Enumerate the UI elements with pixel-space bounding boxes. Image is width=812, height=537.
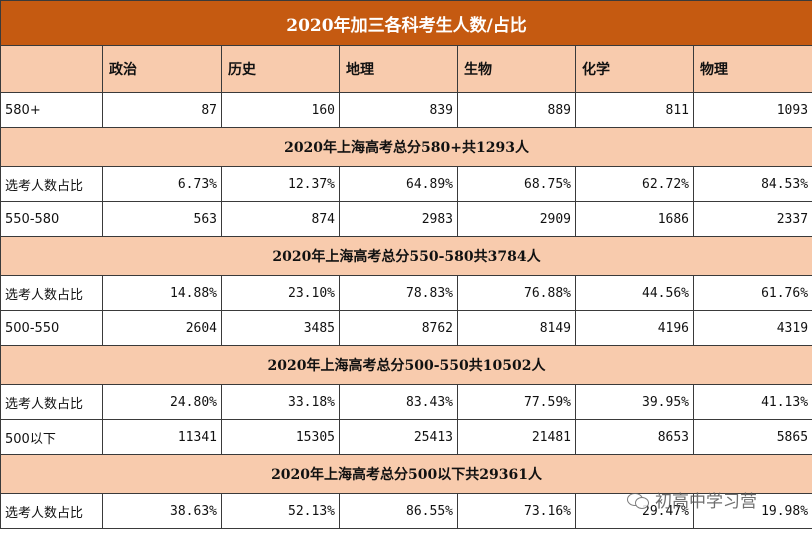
table-title: 2020年加三各科考生人数/占比	[0, 0, 812, 46]
summary-text: 2020年上海高考总分550-580共3784人	[0, 236, 812, 276]
ratio-cell-chemistry: 62.72%	[575, 166, 694, 202]
summary-row: 2020年上海高考总分550-580共3784人	[0, 236, 812, 276]
ratio-label: 选考人数占比	[0, 275, 103, 311]
count-cell-politics: 87	[102, 92, 222, 128]
count-cell-politics: 2604	[102, 310, 222, 346]
count-row: 500以下 11341 15305 25413 21481 8653 5865	[0, 419, 812, 455]
ratio-cell-chemistry: 29.47%	[575, 493, 694, 529]
ratio-label: 选考人数占比	[0, 166, 103, 202]
ratio-row: 选考人数占比 14.88% 23.10% 78.83% 76.88% 44.56% 61.7…	[0, 275, 812, 311]
header-corner-cell	[0, 45, 103, 93]
count-cell-biology: 8149	[457, 310, 576, 346]
count-cell-geography: 2983	[339, 201, 458, 237]
title-row: 2020年加三各科考生人数/占比	[0, 0, 812, 46]
summary-row: 2020年上海高考总分500以下共29361人	[0, 454, 812, 494]
count-cell-physics: 2337	[692, 201, 812, 237]
subject-header-chemistry: 化学	[575, 45, 694, 93]
ratio-cell-biology: 68.75%	[457, 166, 576, 202]
ratio-label: 选考人数占比	[0, 493, 103, 529]
ratio-cell-history: 52.13%	[221, 493, 340, 529]
ratio-cell-politics: 6.73%	[102, 166, 222, 202]
summary-text: 2020年上海高考总分500以下共29361人	[0, 454, 812, 494]
ratio-cell-physics: 61.76%	[692, 275, 812, 311]
ratio-cell-physics: 84.53%	[692, 166, 812, 202]
ratio-cell-biology: 76.88%	[457, 275, 576, 311]
summary-row: 2020年上海高考总分500-550共10502人	[0, 345, 812, 385]
ratio-row: 选考人数占比 38.63% 52.13% 86.55% 73.16% 29.47% 19.9…	[0, 493, 812, 529]
summary-row: 2020年上海高考总分580+共1293人	[0, 127, 812, 167]
count-cell-physics: 4319	[692, 310, 812, 346]
ratio-cell-history: 33.18%	[221, 384, 340, 420]
count-cell-physics: 1093	[692, 92, 812, 128]
ratio-cell-biology: 77.59%	[457, 384, 576, 420]
count-row: 500-550 2604 3485 8762 8149 4196 4319	[0, 310, 812, 346]
subject-header-politics: 政治	[102, 45, 222, 93]
score-range-label: 500以下	[0, 419, 103, 455]
ratio-cell-geography: 86.55%	[339, 493, 458, 529]
ratio-cell-chemistry: 39.95%	[575, 384, 694, 420]
ratio-cell-politics: 38.63%	[102, 493, 222, 529]
count-cell-biology: 21481	[457, 419, 576, 455]
ratio-cell-geography: 83.43%	[339, 384, 458, 420]
count-cell-politics: 11341	[102, 419, 222, 455]
count-row: 580+ 87 160 839 889 811 1093	[0, 92, 812, 128]
score-range-label: 550-580	[0, 201, 103, 237]
ratio-cell-physics: 41.13%	[692, 384, 812, 420]
summary-text: 2020年上海高考总分500-550共10502人	[0, 345, 812, 385]
ratio-cell-geography: 78.83%	[339, 275, 458, 311]
score-range-label: 500-550	[0, 310, 103, 346]
ratio-label: 选考人数占比	[0, 384, 103, 420]
ratio-row: 选考人数占比 24.80% 33.18% 83.43% 77.59% 39.95% 41.1…	[0, 384, 812, 420]
ratio-cell-physics: 19.98%	[692, 493, 812, 529]
subject-header-physics: 物理	[692, 45, 812, 93]
ratio-cell-politics: 24.80%	[102, 384, 222, 420]
count-row: 550-580 563 874 2983 2909 1686 2337	[0, 201, 812, 237]
count-cell-chemistry: 8653	[575, 419, 694, 455]
ratio-cell-chemistry: 44.56%	[575, 275, 694, 311]
count-cell-history: 15305	[221, 419, 340, 455]
subject-header-history: 历史	[221, 45, 340, 93]
ratio-cell-history: 12.37%	[221, 166, 340, 202]
count-cell-geography: 839	[339, 92, 458, 128]
ratio-cell-history: 23.10%	[221, 275, 340, 311]
subject-header-row: 政治 历史 地理 生物 化学 物理	[0, 45, 812, 93]
count-cell-biology: 2909	[457, 201, 576, 237]
count-cell-geography: 25413	[339, 419, 458, 455]
count-cell-biology: 889	[457, 92, 576, 128]
ratio-cell-geography: 64.89%	[339, 166, 458, 202]
summary-text: 2020年上海高考总分580+共1293人	[0, 127, 812, 167]
ratio-cell-biology: 73.16%	[457, 493, 576, 529]
ratio-row: 选考人数占比 6.73% 12.37% 64.89% 68.75% 62.72% 84.53…	[0, 166, 812, 202]
count-cell-geography: 8762	[339, 310, 458, 346]
count-cell-physics: 5865	[692, 419, 812, 455]
count-cell-chemistry: 1686	[575, 201, 694, 237]
subject-header-biology: 生物	[457, 45, 576, 93]
count-cell-history: 3485	[221, 310, 340, 346]
score-range-label: 580+	[0, 92, 103, 128]
count-cell-politics: 563	[102, 201, 222, 237]
count-cell-chemistry: 811	[575, 92, 694, 128]
count-cell-history: 160	[221, 92, 340, 128]
ratio-cell-politics: 14.88%	[102, 275, 222, 311]
subject-header-geography: 地理	[339, 45, 458, 93]
count-cell-history: 874	[221, 201, 340, 237]
count-cell-chemistry: 4196	[575, 310, 694, 346]
